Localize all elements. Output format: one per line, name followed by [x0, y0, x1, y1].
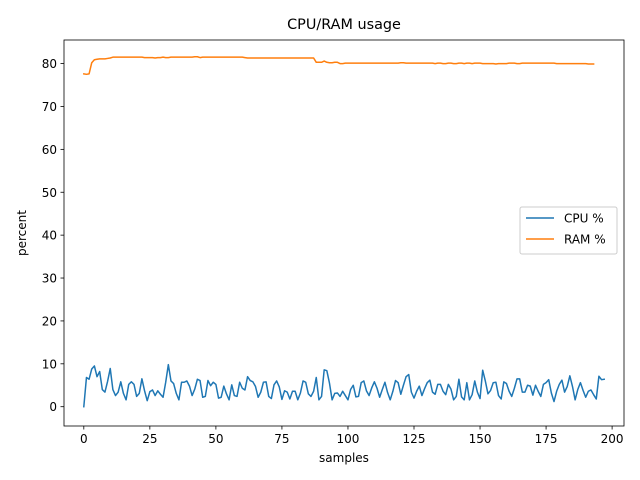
series-line-cpu: [82, 363, 606, 408]
x-tick-label: 150: [469, 432, 492, 446]
x-tick-label: 175: [535, 432, 558, 446]
x-tick-label: 200: [601, 432, 624, 446]
x-axis-label: samples: [319, 451, 369, 465]
legend-label-cpu: CPU %: [564, 212, 604, 226]
x-tick-label: 0: [80, 432, 88, 446]
y-tick-label: 60: [42, 143, 57, 157]
x-axis-ticks: 0 25 50 75 100 125 150 175 200: [80, 426, 624, 446]
x-tick-label: 75: [274, 432, 289, 446]
x-tick-label: 25: [142, 432, 157, 446]
chart-title: CPU/RAM usage: [287, 17, 401, 33]
y-axis-ticks: 0 10 20 30 40 50 60 70 80: [42, 57, 64, 414]
legend-label-ram: RAM %: [564, 233, 606, 247]
y-tick-label: 50: [42, 186, 57, 200]
y-tick-label: 30: [42, 272, 57, 286]
y-tick-label: 80: [42, 57, 57, 71]
y-tick-label: 0: [49, 400, 57, 414]
y-tick-label: 70: [42, 100, 57, 114]
legend: CPU % RAM %: [519, 206, 618, 255]
plot-frame: [63, 39, 625, 427]
y-tick-label: 40: [42, 229, 57, 243]
series-line-ram: [82, 55, 595, 76]
y-tick-label: 10: [42, 357, 57, 371]
x-tick-label: 100: [337, 432, 360, 446]
y-tick-label: 20: [42, 314, 57, 328]
y-axis-label: percent: [15, 210, 29, 256]
series-group: [82, 55, 606, 408]
x-tick-label: 50: [208, 432, 223, 446]
x-tick-label: 125: [403, 432, 426, 446]
